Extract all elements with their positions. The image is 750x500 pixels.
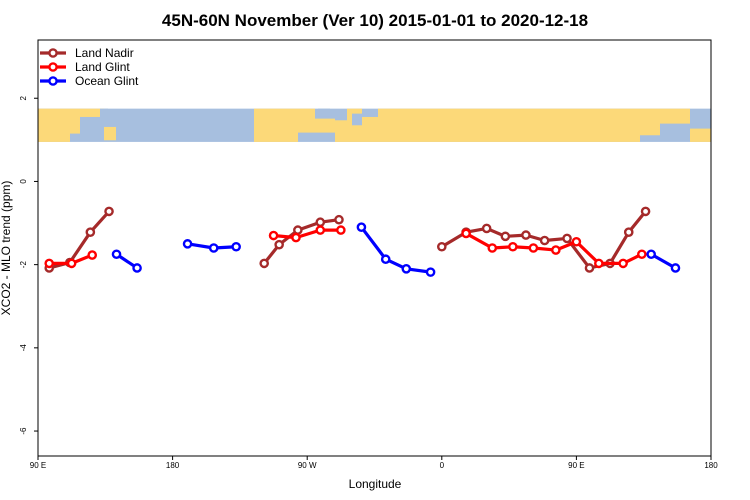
x-axis: 90 E 180 90 W 0 90 E 180 [30,456,718,470]
data-point-land-nadir [584,263,595,273]
x-tick-label: 180 [704,461,718,470]
data-point-land-nadir [562,233,572,244]
data-point-land-glint [551,245,561,255]
data-point-land-glint [508,241,518,252]
y-tick-label: -6 [19,427,28,435]
data-point-ocean-glint [111,249,122,260]
data-point-land-glint [336,225,346,235]
data-point-land-nadir [334,214,344,225]
data-point-land-nadir [274,239,284,250]
data-point-ocean-glint [401,263,412,274]
map-land [660,108,690,124]
legend-item-land-glint: Land Glint [40,60,130,74]
data-point-ocean-glint [670,263,681,273]
series-layer [44,206,681,277]
y-tick-label: 0 [19,179,28,184]
data-point-land-glint [528,243,539,253]
series-line-land-nadir [262,218,340,265]
map-land [335,120,347,142]
x-tick-label: 90 E [30,461,46,470]
data-point-land-nadir [481,223,492,234]
series-land-nadir [44,206,651,273]
x-axis-label: Longitude [349,477,402,491]
data-point-ocean-glint [208,243,219,253]
map-land [298,108,315,133]
x-tick-label: 0 [440,461,445,470]
map-land [600,108,640,142]
data-point-land-glint [66,258,77,269]
data-point-land-glint [571,236,582,247]
legend-marker [48,48,58,58]
data-point-land-nadir [640,206,651,217]
data-point-land-glint [461,228,471,239]
legend-label: Ocean Glint [75,74,139,88]
data-point-ocean-glint [231,241,241,252]
data-point-land-nadir [85,227,96,237]
data-point-land-nadir [315,217,326,228]
data-point-land-glint [87,250,98,260]
map-land [315,118,335,133]
map-land [378,108,440,142]
y-tick-label: -2 [19,261,28,269]
y-axis-label: XCO2 - MLO trend (ppm) [0,181,13,316]
data-point-ocean-glint [132,263,142,273]
legend-item-ocean-glint: Ocean Glint [40,74,139,88]
map-inlet [352,113,362,126]
data-point-ocean-glint [425,267,436,277]
data-point-land-glint [594,258,604,269]
map-land [690,128,711,142]
map-land [70,108,80,134]
map-land [38,108,70,142]
data-point-land-nadir [623,227,634,237]
series-line-land-nadir [48,210,111,270]
data-point-land-glint [44,258,55,269]
data-point-land-nadir [436,241,447,252]
map-land [80,108,104,117]
data-point-ocean-glint [380,254,391,265]
data-point-land-glint [487,243,498,253]
map-land [510,108,600,142]
data-point-ocean-glint [182,239,193,249]
map-land [104,126,116,141]
series-ocean-glint [111,222,681,277]
data-point-land-nadir [293,225,303,235]
map-land [362,116,378,142]
map-land [440,108,510,142]
legend-label: Land Glint [75,60,130,74]
data-point-land-nadir [104,206,114,217]
data-point-ocean-glint [646,249,656,260]
data-point-land-nadir [539,235,550,246]
map-land [254,108,298,142]
data-point-land-glint [618,258,628,269]
data-point-ocean-glint [356,222,367,232]
plot-frame [37,39,712,457]
x-tick-label: 180 [166,461,180,470]
data-point-land-glint [315,225,326,235]
data-point-land-nadir [500,231,511,242]
data-point-land-nadir [259,258,270,269]
data-point-land-glint [291,232,301,243]
data-point-land-glint [268,230,279,241]
legend-marker [48,62,58,72]
legend-marker [48,76,58,86]
world-map-band [38,108,711,142]
series-line-ocean-glint [360,226,431,274]
x-tick-label: 90 W [298,461,317,470]
map-inlet [318,108,330,117]
y-tick-label: -4 [19,344,28,352]
series-line-land-glint [273,228,341,240]
x-tick-label: 90 E [568,461,584,470]
map-inlet [100,108,108,122]
legend-item-land-nadir: Land Nadir [40,46,134,60]
data-point-land-glint [637,249,647,260]
legend-label: Land Nadir [75,46,134,60]
chart-title: 45N-60N November (Ver 10) 2015-01-01 to … [162,11,588,30]
y-axis: -6 -4 -2 0 2 [19,95,38,435]
map-land [640,108,660,136]
data-point-land-nadir [521,230,531,240]
y-tick-label: 2 [19,95,28,100]
series-land-glint [44,225,647,269]
